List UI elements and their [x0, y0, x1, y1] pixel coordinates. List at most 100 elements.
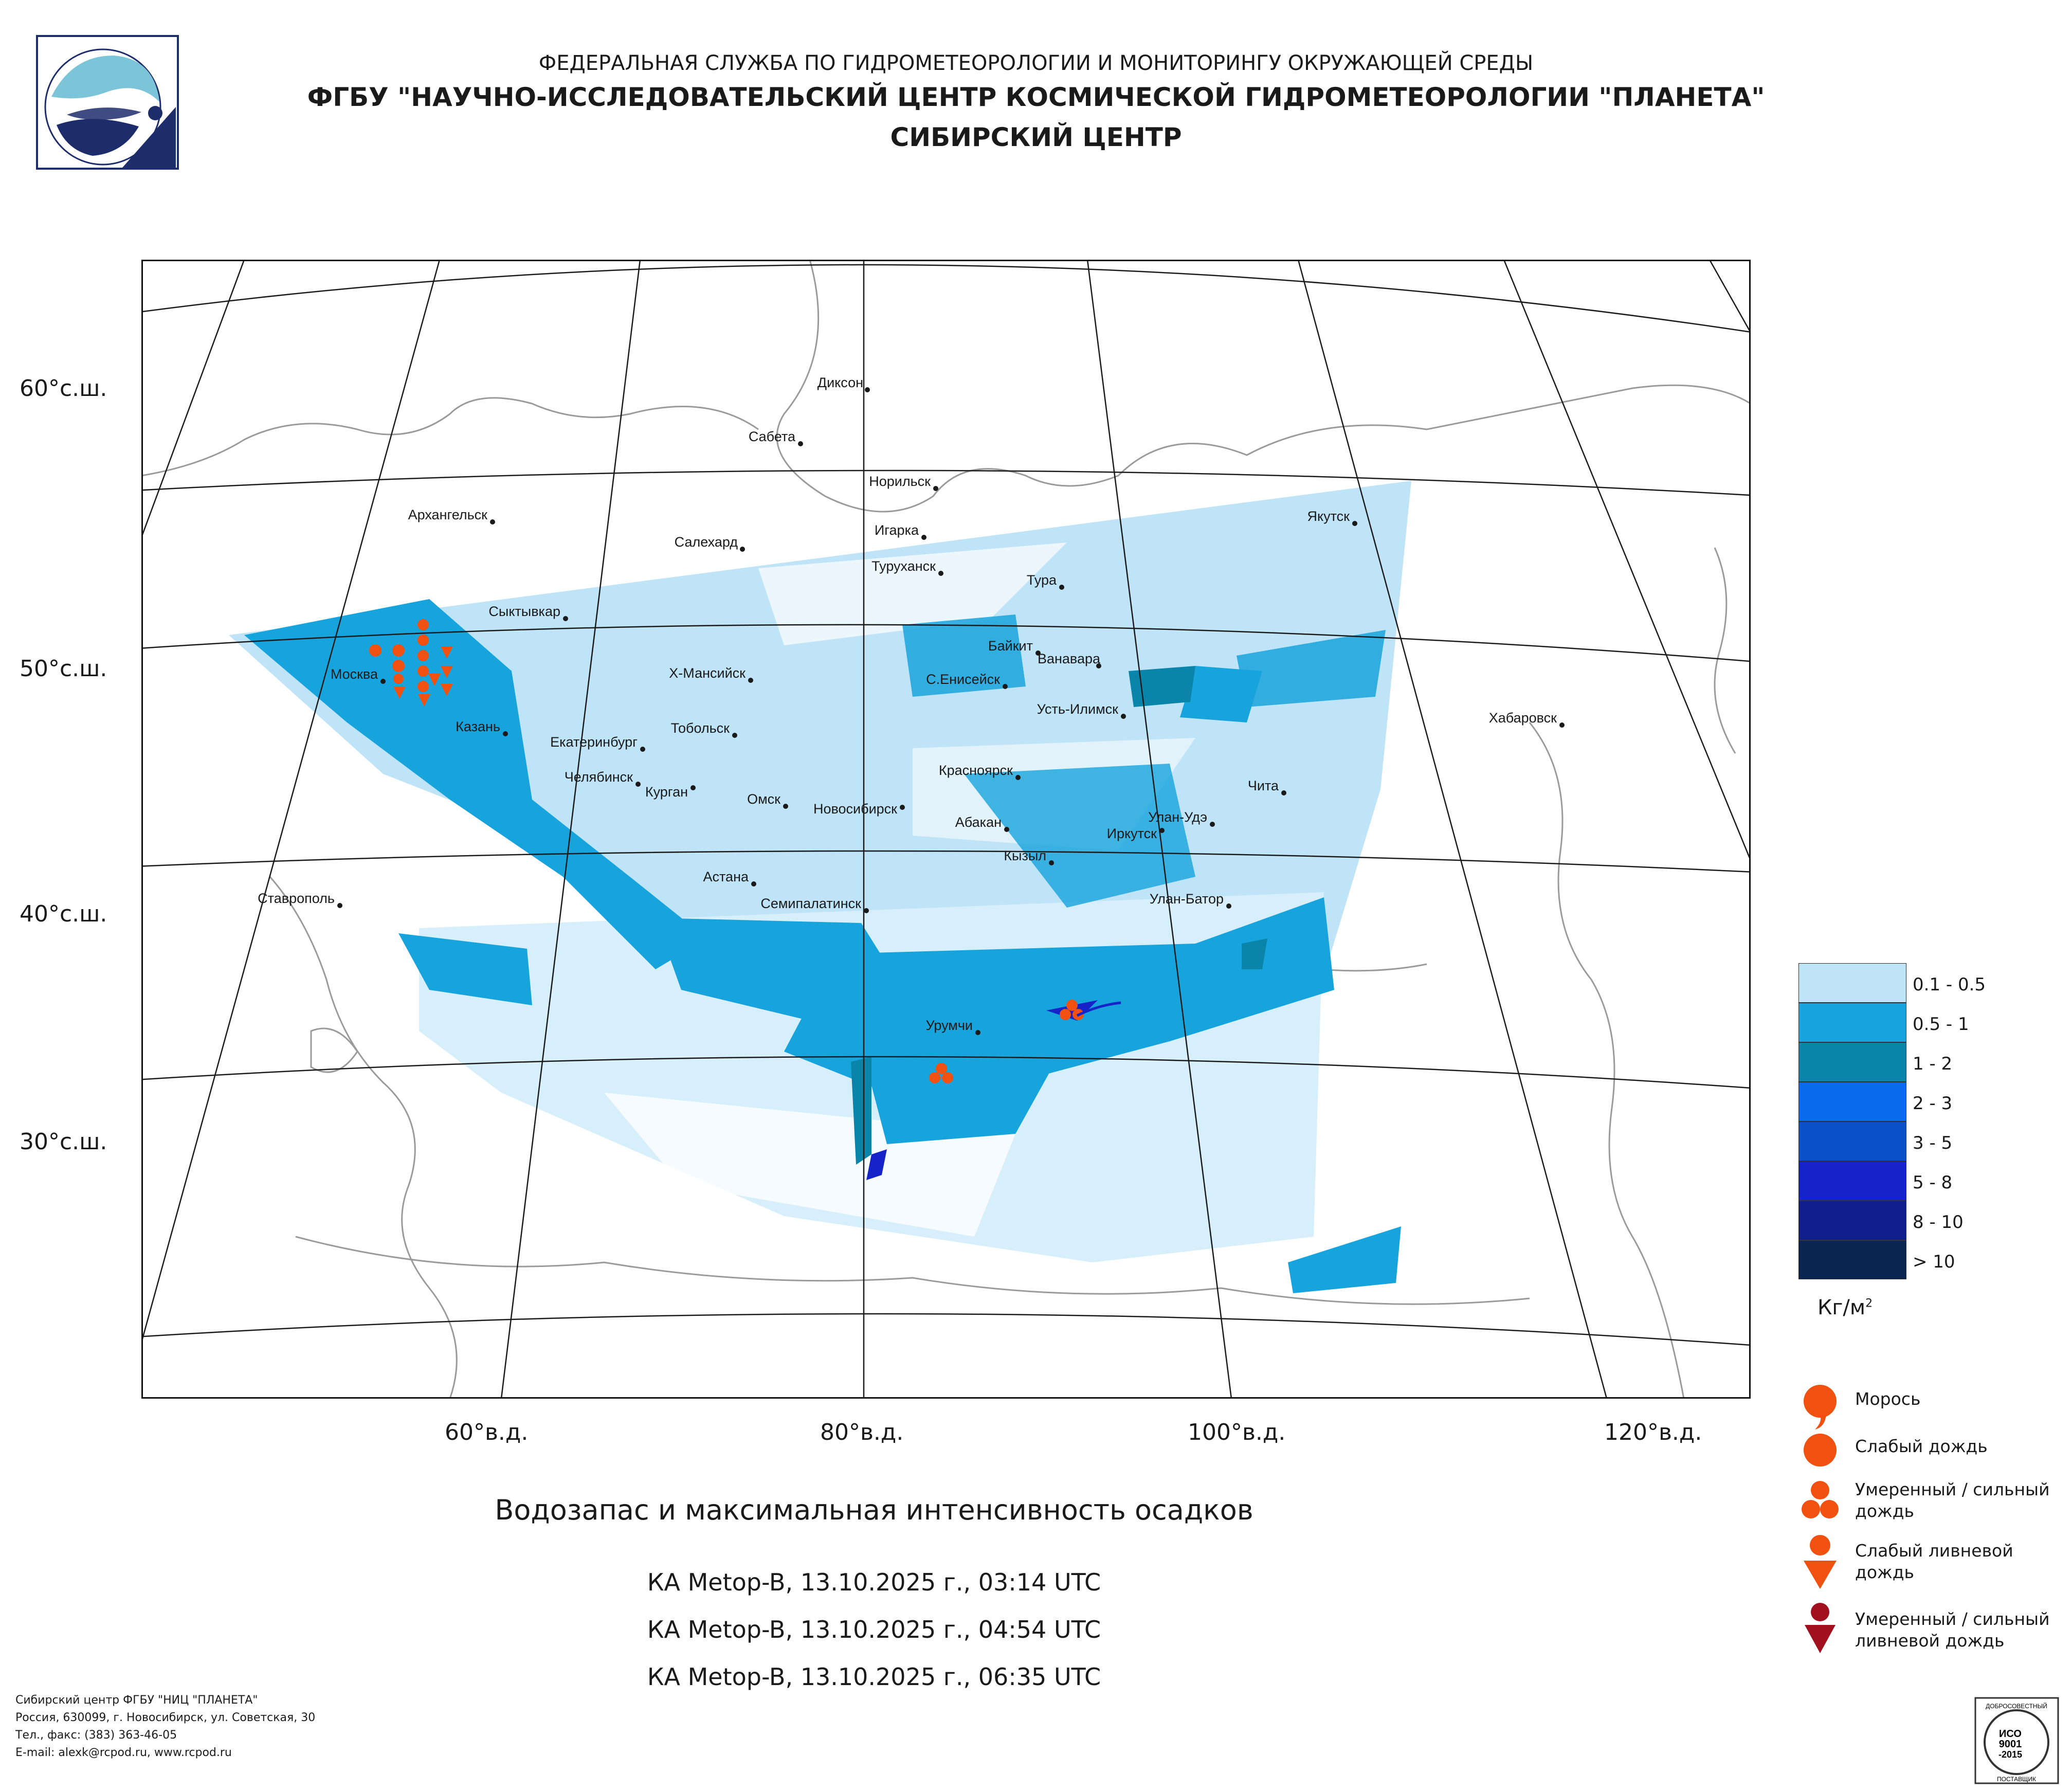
city-dot [740, 547, 745, 552]
city-label: Х-Мансийск [669, 665, 746, 681]
svg-text:ПОСТАВЩИК: ПОСТАВЩИК [1997, 1776, 2036, 1783]
legend-label: 0.5 - 1 [1913, 1014, 1969, 1035]
legend-label: 8 - 10 [1913, 1212, 1964, 1233]
city-label: Челябинск [565, 769, 633, 785]
city-dot [640, 747, 645, 752]
city-dot [748, 678, 753, 683]
city-dot [938, 571, 943, 576]
city-label: Тобольск [671, 720, 730, 736]
city-dot [921, 535, 926, 540]
rain-type-legend [1802, 1385, 1839, 1653]
footer-email: E-mail: alexk@rcpod.ru, www.rcpod.ru [15, 1746, 232, 1759]
city-dot [503, 731, 508, 736]
footer-org: Сибирский центр ФГБУ "НИЦ "ПЛАНЕТА" [15, 1694, 258, 1707]
water-content-legend [1798, 963, 1906, 1279]
city-label: Чита [1248, 778, 1279, 793]
city-dot [1003, 684, 1008, 689]
city-dot [1159, 828, 1165, 833]
city-dot [798, 441, 803, 446]
pass-time: КА Metop-B, 13.10.2025 г., 03:14 UTC [647, 1568, 1101, 1596]
lon-label-120: 120°в.д. [1604, 1419, 1702, 1445]
city-label: Ставрополь [258, 891, 335, 906]
lon-label-60: 60°в.д. [445, 1419, 529, 1445]
city-label: Урумчи [925, 1018, 973, 1033]
city-label: Москва [331, 666, 378, 682]
city-dot [490, 519, 495, 524]
city-dot [864, 908, 869, 913]
light-shower-label: Слабый ливневой дождь [1855, 1541, 2013, 1582]
legend-unit: Кг/м2 [1817, 1296, 1873, 1319]
city-dot [1121, 714, 1126, 719]
city-label: Игарка [875, 522, 919, 538]
city-label: Якутск [1307, 509, 1350, 524]
pass-time: КА Metop-B, 13.10.2025 г., 04:54 UTC [647, 1616, 1101, 1643]
moderate-rain-label: Умеренный / сильный дождь [1855, 1479, 2050, 1521]
iso-certificate-badge: ДОБРОСОВЕСТНЫЙ ИСО 9001 -2015 ПОСТАВЩИК [1974, 1697, 2059, 1784]
map-caption: Водозапас и максимальная интенсивность о… [495, 1494, 1253, 1526]
rain-band [1076, 1001, 1121, 1017]
city-dot [1049, 860, 1054, 865]
planeta-logo [36, 35, 179, 170]
city-labels: Диксон Сабета Норильск Архангельск Игарк… [258, 375, 1557, 1033]
city-label: Улан-Батор [1150, 891, 1224, 907]
legend-label: 1 - 2 [1913, 1054, 1953, 1074]
moderate-rain-symbol [929, 1063, 953, 1083]
light-shower-icon [1804, 1535, 1837, 1589]
legend-label: > 10 [1913, 1252, 1955, 1272]
lat-label-50: 50°с.ш. [20, 656, 107, 682]
city-label: Улан-Удэ [1148, 809, 1207, 825]
city-dot [380, 679, 386, 684]
city-label: Новосибирск [813, 801, 897, 817]
legend-label: 5 - 8 [1913, 1172, 1953, 1193]
city-label: Ванавара [1038, 651, 1101, 666]
svg-text:ИСО: ИСО [1999, 1728, 2022, 1740]
footer-contacts: Сибирский центр ФГБУ "НИЦ "ПЛАНЕТА" Росс… [15, 1692, 315, 1762]
city-dot [1015, 775, 1021, 780]
swath-medium [244, 599, 1401, 1293]
heavy-shower-label: Умеренный / сильный ливневой дождь [1855, 1609, 2050, 1651]
city-label: Абакан [955, 815, 1002, 830]
city-label: Красноярск [939, 763, 1013, 778]
city-dot [1004, 827, 1009, 832]
svg-text:-2015: -2015 [1998, 1749, 2022, 1760]
city-label: Байкит [988, 638, 1033, 654]
lon-label-100: 100°в.д. [1188, 1419, 1286, 1445]
city-dot [1059, 585, 1064, 590]
city-dot [1559, 722, 1565, 728]
drizzle-label: Морось [1855, 1389, 1921, 1409]
header-agency: ФЕДЕРАЛЬНАЯ СЛУЖБА ПО ГИДРОМЕТЕОРОЛОГИИ … [538, 51, 1534, 75]
header-center: СИБИРСКИЙ ЦЕНТР [890, 122, 1182, 152]
lat-label-30: 30°с.ш. [20, 1129, 107, 1155]
city-label: Салехард [675, 534, 738, 550]
city-label: Сыктывкар [488, 604, 560, 619]
swath-dark [851, 666, 1267, 1165]
city-dot [1035, 650, 1041, 656]
city-label: Хабаровск [1489, 710, 1557, 726]
lat-label-60: 60°с.ш. [20, 375, 107, 402]
city-dot [900, 805, 905, 810]
city-dot [732, 733, 737, 738]
city-dot [783, 804, 788, 809]
drizzle-icon [1804, 1385, 1837, 1430]
city-markers [337, 387, 1565, 1035]
light-shower-symbol [417, 619, 429, 692]
legend-label: 2 - 3 [1913, 1093, 1953, 1114]
moderate-rain-icon [1802, 1481, 1839, 1518]
city-label: Астана [703, 869, 749, 884]
city-dot [337, 903, 342, 908]
city-dot [1352, 521, 1357, 526]
city-label: Курган [645, 784, 688, 800]
city-label: Норильск [869, 474, 931, 489]
pass-time: КА Metop-B, 13.10.2025 г., 06:35 UTC [647, 1663, 1101, 1691]
city-dot [1210, 822, 1215, 827]
svg-text:9001: 9001 [1999, 1739, 2022, 1750]
lon-label-80: 80°в.д. [820, 1419, 904, 1445]
heavy-shower-icon [1805, 1603, 1835, 1653]
city-label: Диксон [817, 375, 863, 390]
city-dot [563, 616, 568, 621]
light-rain-label: Слабый дождь [1855, 1436, 1988, 1456]
city-label: Сабета [749, 429, 796, 444]
city-label: Иркутск [1107, 826, 1157, 841]
city-label: Архангельск [408, 507, 488, 522]
city-label: Тура [1027, 572, 1057, 588]
